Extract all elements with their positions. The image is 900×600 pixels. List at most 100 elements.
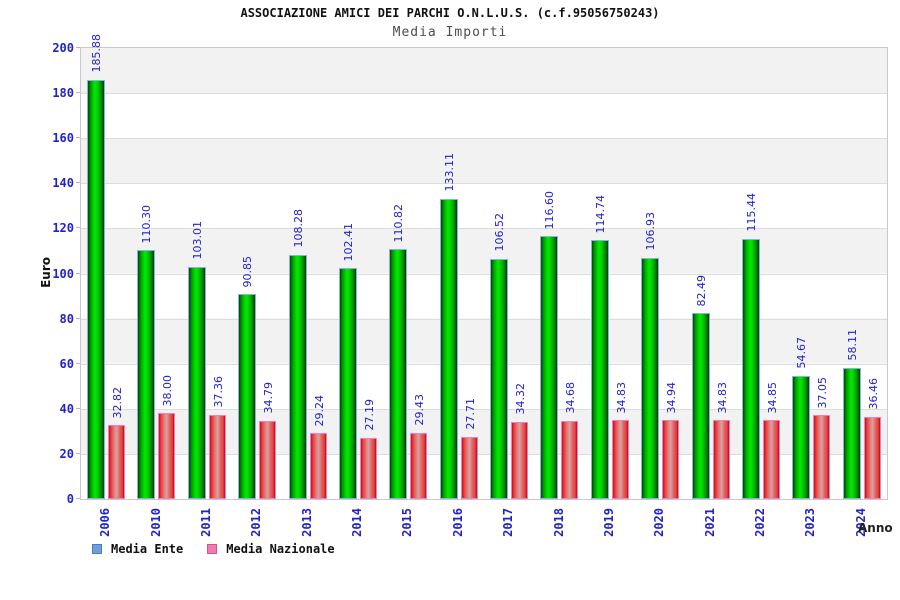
bar-media-ente (691, 313, 710, 499)
bar-media-ente (842, 367, 861, 499)
x-tick-label: 2014 (350, 508, 365, 540)
y-tick-label: 40 (59, 401, 74, 416)
x-tick-label: 2023 (803, 508, 818, 540)
bar-media-ente (87, 79, 105, 499)
bar-value-label: 103.01 (191, 221, 204, 263)
x-tick-label: 2021 (702, 508, 717, 540)
bar-value-label: 133.11 (443, 153, 456, 195)
x-tick-text: 2020 (652, 508, 667, 537)
bar-value-label: 36.46 (867, 378, 880, 413)
y-tick-label: 0 (66, 492, 74, 506)
bar-value-text: 34.83 (715, 381, 729, 414)
y-tick-mark (76, 137, 80, 139)
x-tick-text: 2017 (501, 508, 516, 537)
bar-media-ente (137, 250, 156, 499)
bar-value-label: 108.28 (292, 209, 305, 251)
bar-media-nazionale (410, 432, 428, 499)
bar-value-text: 115.44 (744, 193, 758, 232)
y-tick-label: 20 (59, 446, 74, 461)
bar-group-2019: 114.74 34.83 (585, 48, 635, 499)
x-tick-text: 2021 (702, 508, 717, 537)
bar-value-label: 29.24 (313, 395, 326, 430)
gridline (81, 363, 887, 365)
y-tick-mark (76, 47, 80, 48)
x-tick-label: 2020 (652, 508, 667, 540)
y-tick-mark (76, 407, 80, 409)
x-tick-text: 2023 (803, 508, 818, 537)
x-tick-label: 2016 (450, 508, 465, 540)
bar-value-text: 29.24 (312, 394, 326, 427)
bar-value-text: 27.19 (362, 399, 376, 431)
gridline (81, 228, 887, 230)
bar-group-2023: 54.67 37.05 (786, 48, 836, 499)
bar-value-label: 27.71 (464, 398, 477, 433)
bar-group-2022: 115.44 34.85 (736, 48, 786, 499)
bar-media-ente (187, 266, 206, 499)
bar-media-ente (439, 198, 458, 499)
bar-value-label: 110.82 (392, 204, 405, 246)
bar-value-label: 29.43 (413, 394, 426, 429)
x-tick-text: 2006 (98, 508, 113, 537)
bar-media-nazionale (309, 433, 327, 499)
bar-media-ente (540, 236, 559, 499)
bar-value-text: 54.67 (795, 337, 809, 369)
bar-value-label: 106.93 (644, 212, 657, 254)
chart-subtitle: Media Importi (392, 25, 508, 40)
bar-value-text: 106.52 (493, 213, 506, 252)
bar-media-nazionale (762, 420, 780, 499)
y-tick-mark (76, 272, 80, 274)
bar-group-2017: 106.52 34.32 (484, 48, 534, 499)
bar-value-text: 110.82 (392, 203, 406, 243)
y-tick-label: 140 (52, 176, 74, 191)
bar-value-label: 185.88 (90, 34, 103, 76)
bar-group-2013: 108.28 29.24 (283, 48, 333, 499)
x-tick-label: 2015 (400, 508, 414, 540)
x-tick-label: 2006 (98, 508, 113, 540)
bar-value-label: 34.83 (615, 382, 628, 417)
x-axis-title: Anno (858, 521, 893, 535)
x-tick-label: 2013 (300, 508, 314, 540)
bar-value-text: 37.05 (816, 376, 830, 409)
x-tick-text: 2019 (601, 508, 616, 537)
bar-value-text: 34.85 (765, 381, 779, 414)
bar-value-label: 34.68 (564, 382, 577, 417)
bar-group-2010: 110.30 38.00 (131, 48, 181, 499)
bar-value-label: 37.36 (212, 376, 225, 411)
bar-value-text: 90.85 (241, 255, 255, 288)
bar-media-ente (741, 238, 760, 499)
bar-value-text: 34.83 (614, 381, 628, 414)
bar-value-text: 58.11 (845, 329, 859, 361)
bar-media-nazionale (208, 414, 226, 499)
y-tick-mark (76, 182, 80, 184)
x-tick-label: 2017 (501, 508, 516, 540)
bar-value-text: 102.41 (341, 222, 355, 262)
bar-value-text: 82.49 (694, 274, 708, 307)
gridline (81, 273, 887, 275)
bar-media-nazionale (511, 421, 528, 499)
bar-value-label: 34.79 (262, 382, 275, 417)
bar-media-nazionale (662, 420, 680, 499)
gridline (81, 453, 887, 455)
bar-value-label: 54.67 (795, 337, 808, 372)
bar-value-text: 27.71 (463, 398, 477, 430)
bar-value-label: 32.82 (111, 387, 124, 422)
bar-value-text: 34.79 (262, 382, 276, 414)
y-tick-mark (76, 452, 80, 454)
bar-media-nazionale (561, 420, 579, 499)
bar-group-2006: 185.88 32.82 (81, 34, 131, 499)
x-tick-text: 2016 (450, 508, 465, 537)
bar-value-text: 37.36 (211, 376, 225, 408)
x-tick-text: 2014 (350, 508, 365, 537)
bar-value-text: 106.93 (644, 212, 658, 251)
x-tick-text: 2010 (148, 508, 163, 537)
bar-value-label: 34.32 (514, 383, 527, 418)
bar-value-label: 58.11 (846, 329, 859, 364)
legend: Media Ente Media Nazionale (92, 542, 335, 556)
y-tick-mark (76, 317, 80, 319)
chart-title: ASSOCIAZIONE AMICI DEI PARCHI O.N.L.U.S.… (240, 6, 660, 20)
bar-value-label: 114.74 (594, 195, 607, 237)
bar-value-label: 116.60 (543, 191, 556, 233)
y-tick-mark (76, 498, 80, 499)
bar-group-2020: 106.93 34.94 (635, 48, 685, 499)
